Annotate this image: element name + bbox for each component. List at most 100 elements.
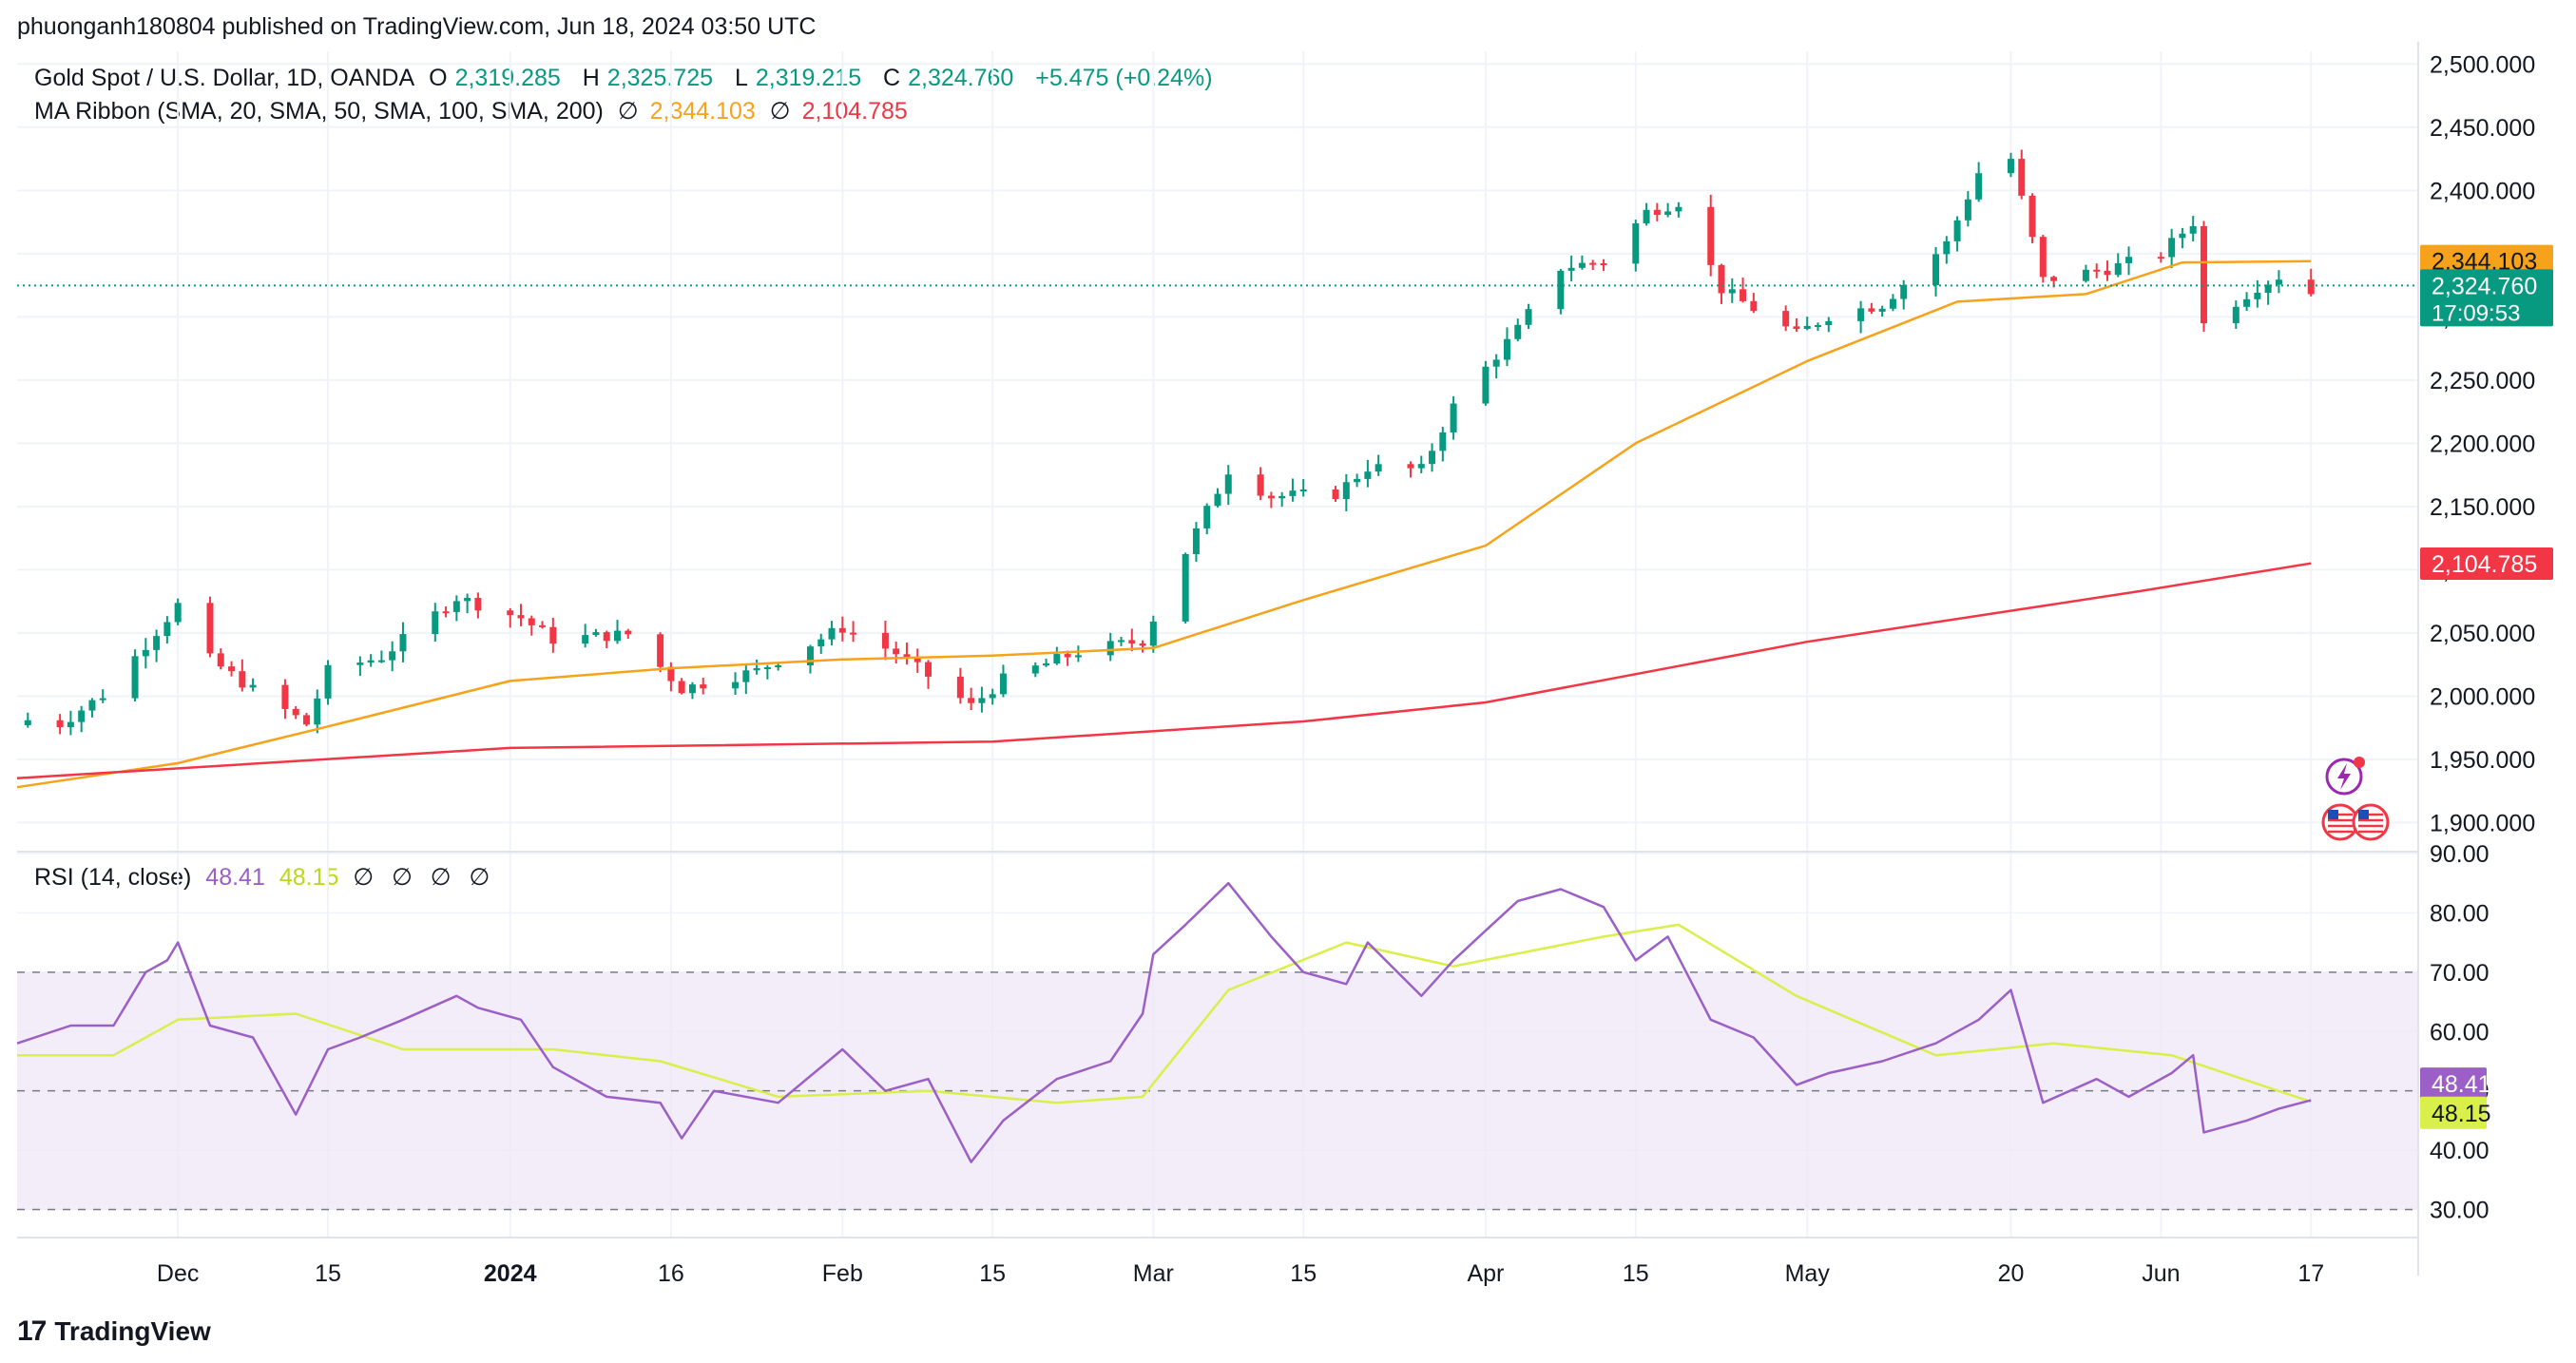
candle-body — [1267, 495, 1275, 499]
candle-body — [1632, 222, 1640, 264]
candle-body — [2114, 262, 2122, 276]
sma200-tag-bg — [2420, 547, 2553, 581]
candle-body — [1074, 655, 1082, 658]
candle-body — [1278, 495, 1286, 499]
candle-body — [1557, 270, 1565, 310]
candle-body — [2018, 159, 2026, 196]
candle-body — [67, 721, 74, 728]
candle-body — [507, 610, 514, 616]
candle-body — [1707, 206, 1715, 265]
candle-body — [217, 653, 224, 667]
candle-body — [1031, 665, 1039, 674]
candle-body — [1439, 432, 1447, 451]
candle-body — [2082, 269, 2089, 281]
price-tick-label: 2,250.000 — [2430, 368, 2535, 394]
time-tick-label: 2024 — [484, 1260, 537, 1287]
symbol-title: Gold Spot / U.S. Dollar, 1D, OANDA — [34, 65, 415, 91]
candle-body — [464, 598, 471, 602]
null-icon: ∅ — [353, 864, 375, 891]
price-tags: 2,344.1032,324.76017:09:532,104.78548.41… — [2420, 244, 2553, 1129]
candle-body — [1567, 267, 1575, 271]
candle-body — [817, 639, 825, 647]
candle-body — [999, 673, 1007, 695]
candle-body — [1803, 325, 1811, 329]
candle-body — [1043, 662, 1050, 666]
axes: 2,500.0002,450.0002,400.0002,350.0002,30… — [17, 42, 2535, 1287]
candle-body — [2028, 195, 2036, 238]
candle-body — [1482, 366, 1490, 404]
candle-body — [2189, 225, 2197, 234]
candle-body — [968, 698, 975, 703]
candle-body — [2104, 270, 2111, 276]
candle-body — [850, 632, 857, 635]
candle-body — [389, 651, 396, 661]
candle-body — [1375, 464, 1382, 472]
candle-body — [625, 630, 632, 635]
candle-body — [377, 660, 385, 662]
sma50-line — [16, 259, 2312, 789]
candle-body — [206, 603, 214, 654]
time-tick-label: Jun — [2142, 1260, 2180, 1287]
candle-body — [1118, 640, 1125, 643]
candle-body — [1653, 209, 1661, 216]
candle-body — [2007, 159, 2014, 174]
lightning-icon — [2337, 763, 2351, 790]
candle-body — [314, 698, 321, 725]
symbol-legend: Gold Spot / U.S. Dollar, 1D, OANDA O 2,31… — [34, 65, 1213, 91]
close-value: 2,324.760 — [908, 65, 1014, 91]
candle-body — [281, 684, 289, 709]
candle-body — [1943, 240, 1951, 255]
candle-body — [239, 671, 246, 688]
candle-body — [1525, 309, 1532, 325]
candle-body — [614, 630, 621, 642]
candle-body — [163, 622, 171, 637]
time-tick-label: 16 — [658, 1260, 684, 1287]
last-price-tag-bg — [2420, 269, 2553, 327]
candle-body — [24, 720, 31, 725]
candle-body — [603, 632, 610, 642]
candle-body — [1342, 482, 1350, 500]
candle-body — [1106, 641, 1114, 656]
candle-body — [1953, 220, 1961, 241]
candle-body — [228, 666, 236, 672]
candle-body — [1878, 308, 1886, 312]
publish-caption: phuonganh180804 published on TradingView… — [17, 13, 817, 40]
candle-body — [903, 654, 911, 658]
time-tick-label: May — [1785, 1260, 1831, 1287]
candle-body — [1354, 478, 1361, 483]
candle-body — [2264, 284, 2272, 294]
sma50-tag-bg — [2420, 244, 2553, 278]
price-tick-label: 2,500.000 — [2430, 51, 2535, 78]
rsi-tick-label: 40.00 — [2430, 1138, 2489, 1164]
tradingview-logo[interactable]: 17 TradingView — [17, 1315, 211, 1348]
candle-body — [893, 648, 900, 655]
candle-body — [474, 598, 482, 611]
candle-body — [582, 635, 589, 644]
chart-icons — [2321, 757, 2390, 841]
ma-ribbon-legend: MA Ribbon (SMA, 20, SMA, 50, SMA, 100, S… — [34, 97, 915, 125]
candle-body — [549, 626, 557, 644]
candle-body — [1053, 654, 1061, 663]
price-tick-label: 2,450.000 — [2430, 115, 2535, 142]
candle-body — [442, 611, 450, 614]
candle-body — [2157, 257, 2164, 259]
candle-body — [1224, 474, 1232, 494]
candle-body — [1203, 506, 1211, 528]
rsi-tick-label: 80.00 — [2430, 900, 2489, 927]
rsi-tick-label: 30.00 — [2430, 1198, 2489, 1224]
last-price-tag: 2,324.760 — [2432, 273, 2537, 299]
candle-body — [2254, 293, 2261, 299]
candle-body — [2179, 233, 2186, 239]
rsi-tick-label: 70.00 — [2430, 960, 2489, 987]
candle-body — [1740, 289, 1747, 301]
candle-body — [1192, 528, 1200, 554]
low-value: 2,319.215 — [755, 65, 862, 91]
sma200-value: 2,104.785 — [801, 98, 908, 125]
candle-body — [1128, 640, 1136, 643]
candle-body — [775, 665, 782, 668]
price-tick-label: 2,000.000 — [2430, 683, 2535, 710]
tradingview-logo-text: TradingView — [54, 1316, 211, 1346]
candle-body — [667, 666, 675, 682]
candle-body — [302, 715, 310, 725]
